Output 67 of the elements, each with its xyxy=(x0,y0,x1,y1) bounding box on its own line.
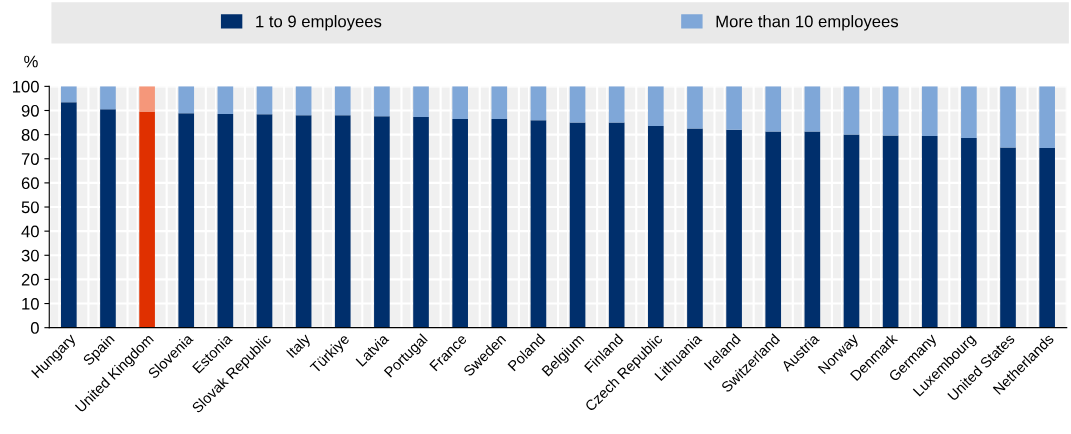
bar xyxy=(648,125,664,328)
bar xyxy=(569,86,586,123)
bar xyxy=(804,131,821,328)
bar xyxy=(843,86,860,135)
bar xyxy=(491,118,508,328)
y-tick-label: 100 xyxy=(13,80,39,93)
y-tick-label: 80 xyxy=(21,129,39,141)
bar xyxy=(961,138,977,328)
y-tick-label: 50 xyxy=(21,201,39,214)
bar xyxy=(256,86,273,115)
bar xyxy=(491,86,508,119)
bar xyxy=(1000,147,1016,328)
bar xyxy=(413,86,429,118)
bar xyxy=(452,118,468,328)
bar xyxy=(921,136,938,328)
y-tick-label: 30 xyxy=(21,249,39,262)
bar xyxy=(1000,86,1016,148)
bar xyxy=(334,86,351,116)
bar xyxy=(374,86,390,117)
bar xyxy=(726,129,742,328)
bar xyxy=(178,113,195,328)
bar xyxy=(608,122,625,328)
bar xyxy=(765,131,782,328)
bar xyxy=(921,86,938,137)
bar xyxy=(882,135,899,328)
bar xyxy=(295,86,312,116)
bar xyxy=(178,86,195,114)
bar xyxy=(687,86,703,129)
bar xyxy=(374,116,390,328)
bar xyxy=(413,117,429,328)
bar xyxy=(1039,147,1055,328)
bar xyxy=(61,86,77,103)
bar xyxy=(765,86,782,132)
bar xyxy=(452,86,468,119)
bar xyxy=(100,109,116,328)
bar xyxy=(687,128,703,328)
bar xyxy=(217,86,234,115)
y-tick-label: 70 xyxy=(21,153,39,165)
bar xyxy=(334,115,351,328)
bar xyxy=(608,86,625,123)
bar xyxy=(961,86,977,139)
bar xyxy=(139,111,155,328)
bar xyxy=(139,86,155,112)
bar xyxy=(1039,86,1055,148)
bar xyxy=(569,122,586,328)
bar xyxy=(726,86,742,130)
bar xyxy=(882,86,899,136)
bar xyxy=(843,134,860,328)
y-tick-label: 90 xyxy=(21,104,39,117)
y-tick-label: 10 xyxy=(22,297,39,310)
legend-label: 1 to 9 employees xyxy=(256,15,382,31)
y-tick-label: 0 xyxy=(30,322,39,334)
bar xyxy=(295,115,312,328)
bar xyxy=(217,114,234,328)
bar xyxy=(804,86,821,132)
bar xyxy=(100,86,116,110)
y-tick-label: 40 xyxy=(21,225,39,238)
legend-label: More than 10 employees xyxy=(716,15,899,31)
x-tick-label: Italy xyxy=(285,332,314,361)
y-axis-title: % xyxy=(24,55,38,68)
y-tick-label: 60 xyxy=(21,177,39,190)
bar xyxy=(530,120,547,328)
bar xyxy=(256,114,273,328)
bar xyxy=(530,86,547,121)
bar xyxy=(648,86,664,126)
y-tick-label: 20 xyxy=(21,273,39,286)
bar xyxy=(61,102,77,328)
